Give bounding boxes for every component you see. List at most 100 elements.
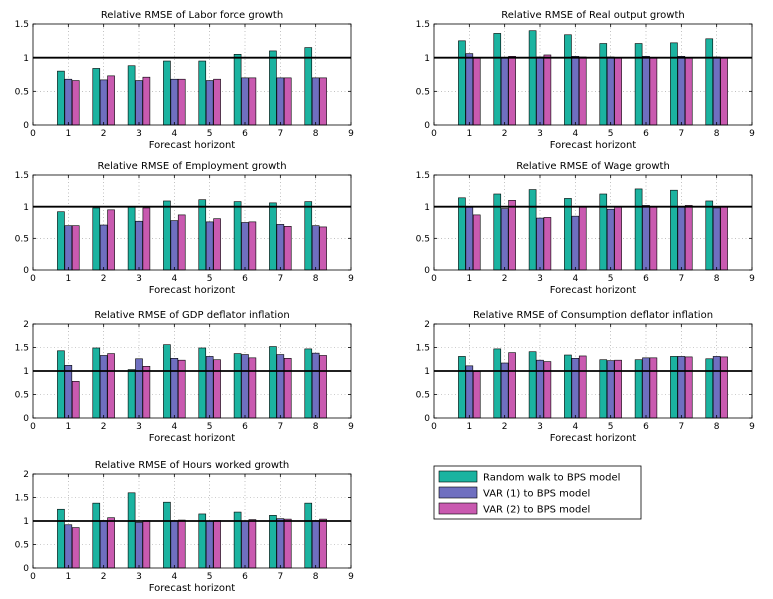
panel-5-bar-s1-h5 [198,347,207,419]
panel-4-axes-frame [433,174,753,271]
panel-2-bar-s2-h5 [606,56,615,126]
panel-2-xtick-label-4: 4 [572,129,578,139]
panel-1-xtick-label-5: 5 [207,129,213,139]
panel-4-ytick-label-3: 1.5 [416,171,430,181]
panel-1-xtick-label-7: 7 [277,129,283,139]
panel-4-xtick-label-3: 3 [537,274,543,284]
panel-5-ytick-label-2: 1 [23,367,29,377]
panel-1-xtick-label-4: 4 [171,129,177,139]
panel-4-bar-s2-h5 [606,208,615,271]
panel-1-bar-s1-h5 [198,60,207,126]
panel-2-bar-s3-h1 [472,57,481,126]
panel-5-bar-s3-h2 [107,353,115,419]
panel-7-bar-s1-h1 [57,508,65,569]
panel-5-bar-s3-h5 [213,359,221,419]
panel-2-bar-s1-h6 [634,43,643,126]
panel-3-ytick-label-1: 0.5 [15,235,29,245]
panel-3-bar-s3-h4 [177,214,186,271]
panel-6-bar-s3-h3 [543,361,552,419]
panel-6-bar-s1-h1 [458,356,466,419]
panel-5-bar-s2-h5 [205,356,214,419]
panel-4-bar-s2-h1 [465,207,474,271]
panel-3-bar-s3-h2 [107,209,115,271]
panel-5-xtick-label-6: 6 [242,422,248,432]
panel-2-axes-frame [433,23,753,126]
panel-5-bar-s1-h8 [304,348,313,419]
legend-label-3: VAR (2) to BPS model [483,505,590,516]
panel-1-bar-s3-h2 [107,75,115,126]
panel-6-ytick-label-2: 1 [424,367,430,377]
panel-4-xtick-label-7: 7 [678,274,684,284]
panel-1-bar-s3-h6 [248,77,257,126]
panel-1-bar-s3-h7 [283,77,292,126]
panel-5-ytick-label-3: 1.5 [15,344,29,354]
panel-1-bar-s1-h4 [163,60,171,126]
panel-5-bar-s1-h7 [269,346,277,419]
panel-1-bar-s3-h4 [177,78,186,126]
panel-3-bar-s1-h2 [92,207,101,271]
panel-7-xlabel: Forecast horizont [149,583,236,594]
panel-6-bar-s3-h1 [472,371,481,419]
panel-3-bar-s1-h8 [304,201,313,271]
panel-7-bar-s1-h2 [92,502,101,569]
panel-1-bar-s1-h2 [92,68,101,126]
panel-6-bar-s1-h4 [564,354,572,419]
panel-7-bar-s2-h6 [241,520,249,569]
legend-swatch-2 [438,486,478,499]
panel-6-bar-s2-h6 [642,357,650,419]
panel-2-xtick-label-6: 6 [643,129,649,139]
panel-1-bar-s3-h8 [319,77,327,126]
panel-7-ytick-label-1: 0.5 [15,541,29,551]
panel-2-xtick-label-7: 7 [678,129,684,139]
panel-6-xtick-label-7: 7 [678,422,684,432]
panel-4-bar-s2-h3 [536,217,544,271]
panel-6-xtick-label-2: 2 [502,422,508,432]
panel-7-bar-s3-h1 [71,527,80,569]
panel-3-xtick-label-9: 9 [348,274,354,284]
panel-7-bar-s3-h6 [248,519,257,569]
panel-2-bar-s2-h1 [465,53,474,126]
panel-4-xtick-label-6: 6 [643,274,649,284]
panel-7-bar-s3-h8 [319,518,327,569]
panel-3-bar-s1-h7 [269,202,277,271]
panel-7-xtick-label-7: 7 [277,572,283,582]
panel-4-ytick-label-2: 1 [424,203,430,213]
panel-1-bar-s2-h8 [311,77,320,126]
panel-3-bar-s2-h8 [311,225,320,271]
panel-1-bar-s2-h2 [99,79,108,126]
panel-1-bar-s2-h7 [276,77,285,126]
panel-2-bar-s1-h3 [528,30,537,126]
panel-7-xtick-label-0: 0 [30,572,36,582]
panel-5-xtick-label-9: 9 [348,422,354,432]
panel-1-bar-s1-h6 [233,53,242,126]
panel-3-bar-s3-h8 [319,226,327,271]
panel-5-ytick-label-4: 2 [23,320,29,330]
panel-1-axes-frame [32,23,352,126]
panel-2-xtick-label-5: 5 [608,129,614,139]
panel-6-xtick-label-9: 9 [749,422,755,432]
panel-2-ytick-label-0: 0 [424,121,430,131]
panel-5-bar-s2-h4 [170,358,179,419]
panel-2-bar-s3-h4 [578,56,587,126]
panel-6-ytick-label-3: 1.5 [416,344,430,354]
panel-1-bar-s3-h1 [71,80,80,126]
panel-7-xtick-label-6: 6 [242,572,248,582]
panel-1-xtick-label-3: 3 [136,129,142,139]
panel-5-bar-s3-h7 [283,358,292,419]
panel-7-xtick-label-5: 5 [207,572,213,582]
panel-3-bar-s3-h7 [283,226,292,271]
panel-3-xtick-label-3: 3 [136,274,142,284]
panel-1-ytick-label-1: 0.5 [15,88,29,98]
panel-3-bar-s3-h6 [248,221,257,271]
panel-1-bar-s3-h5 [213,78,221,126]
panel-6-bar-s2-h5 [606,360,615,419]
panel-4-bar-s2-h6 [642,205,650,271]
legend-swatch-3 [438,502,478,515]
panel-4-plot-area [434,175,752,270]
panel-3-bar-s1-h3 [127,206,136,271]
panel-3-xtick-label-8: 8 [313,274,319,284]
panel-2-bar-s3-h2 [508,56,516,126]
panel-2-bar-s3-h5 [614,57,622,126]
panel-7-bar-s1-h8 [304,502,313,569]
